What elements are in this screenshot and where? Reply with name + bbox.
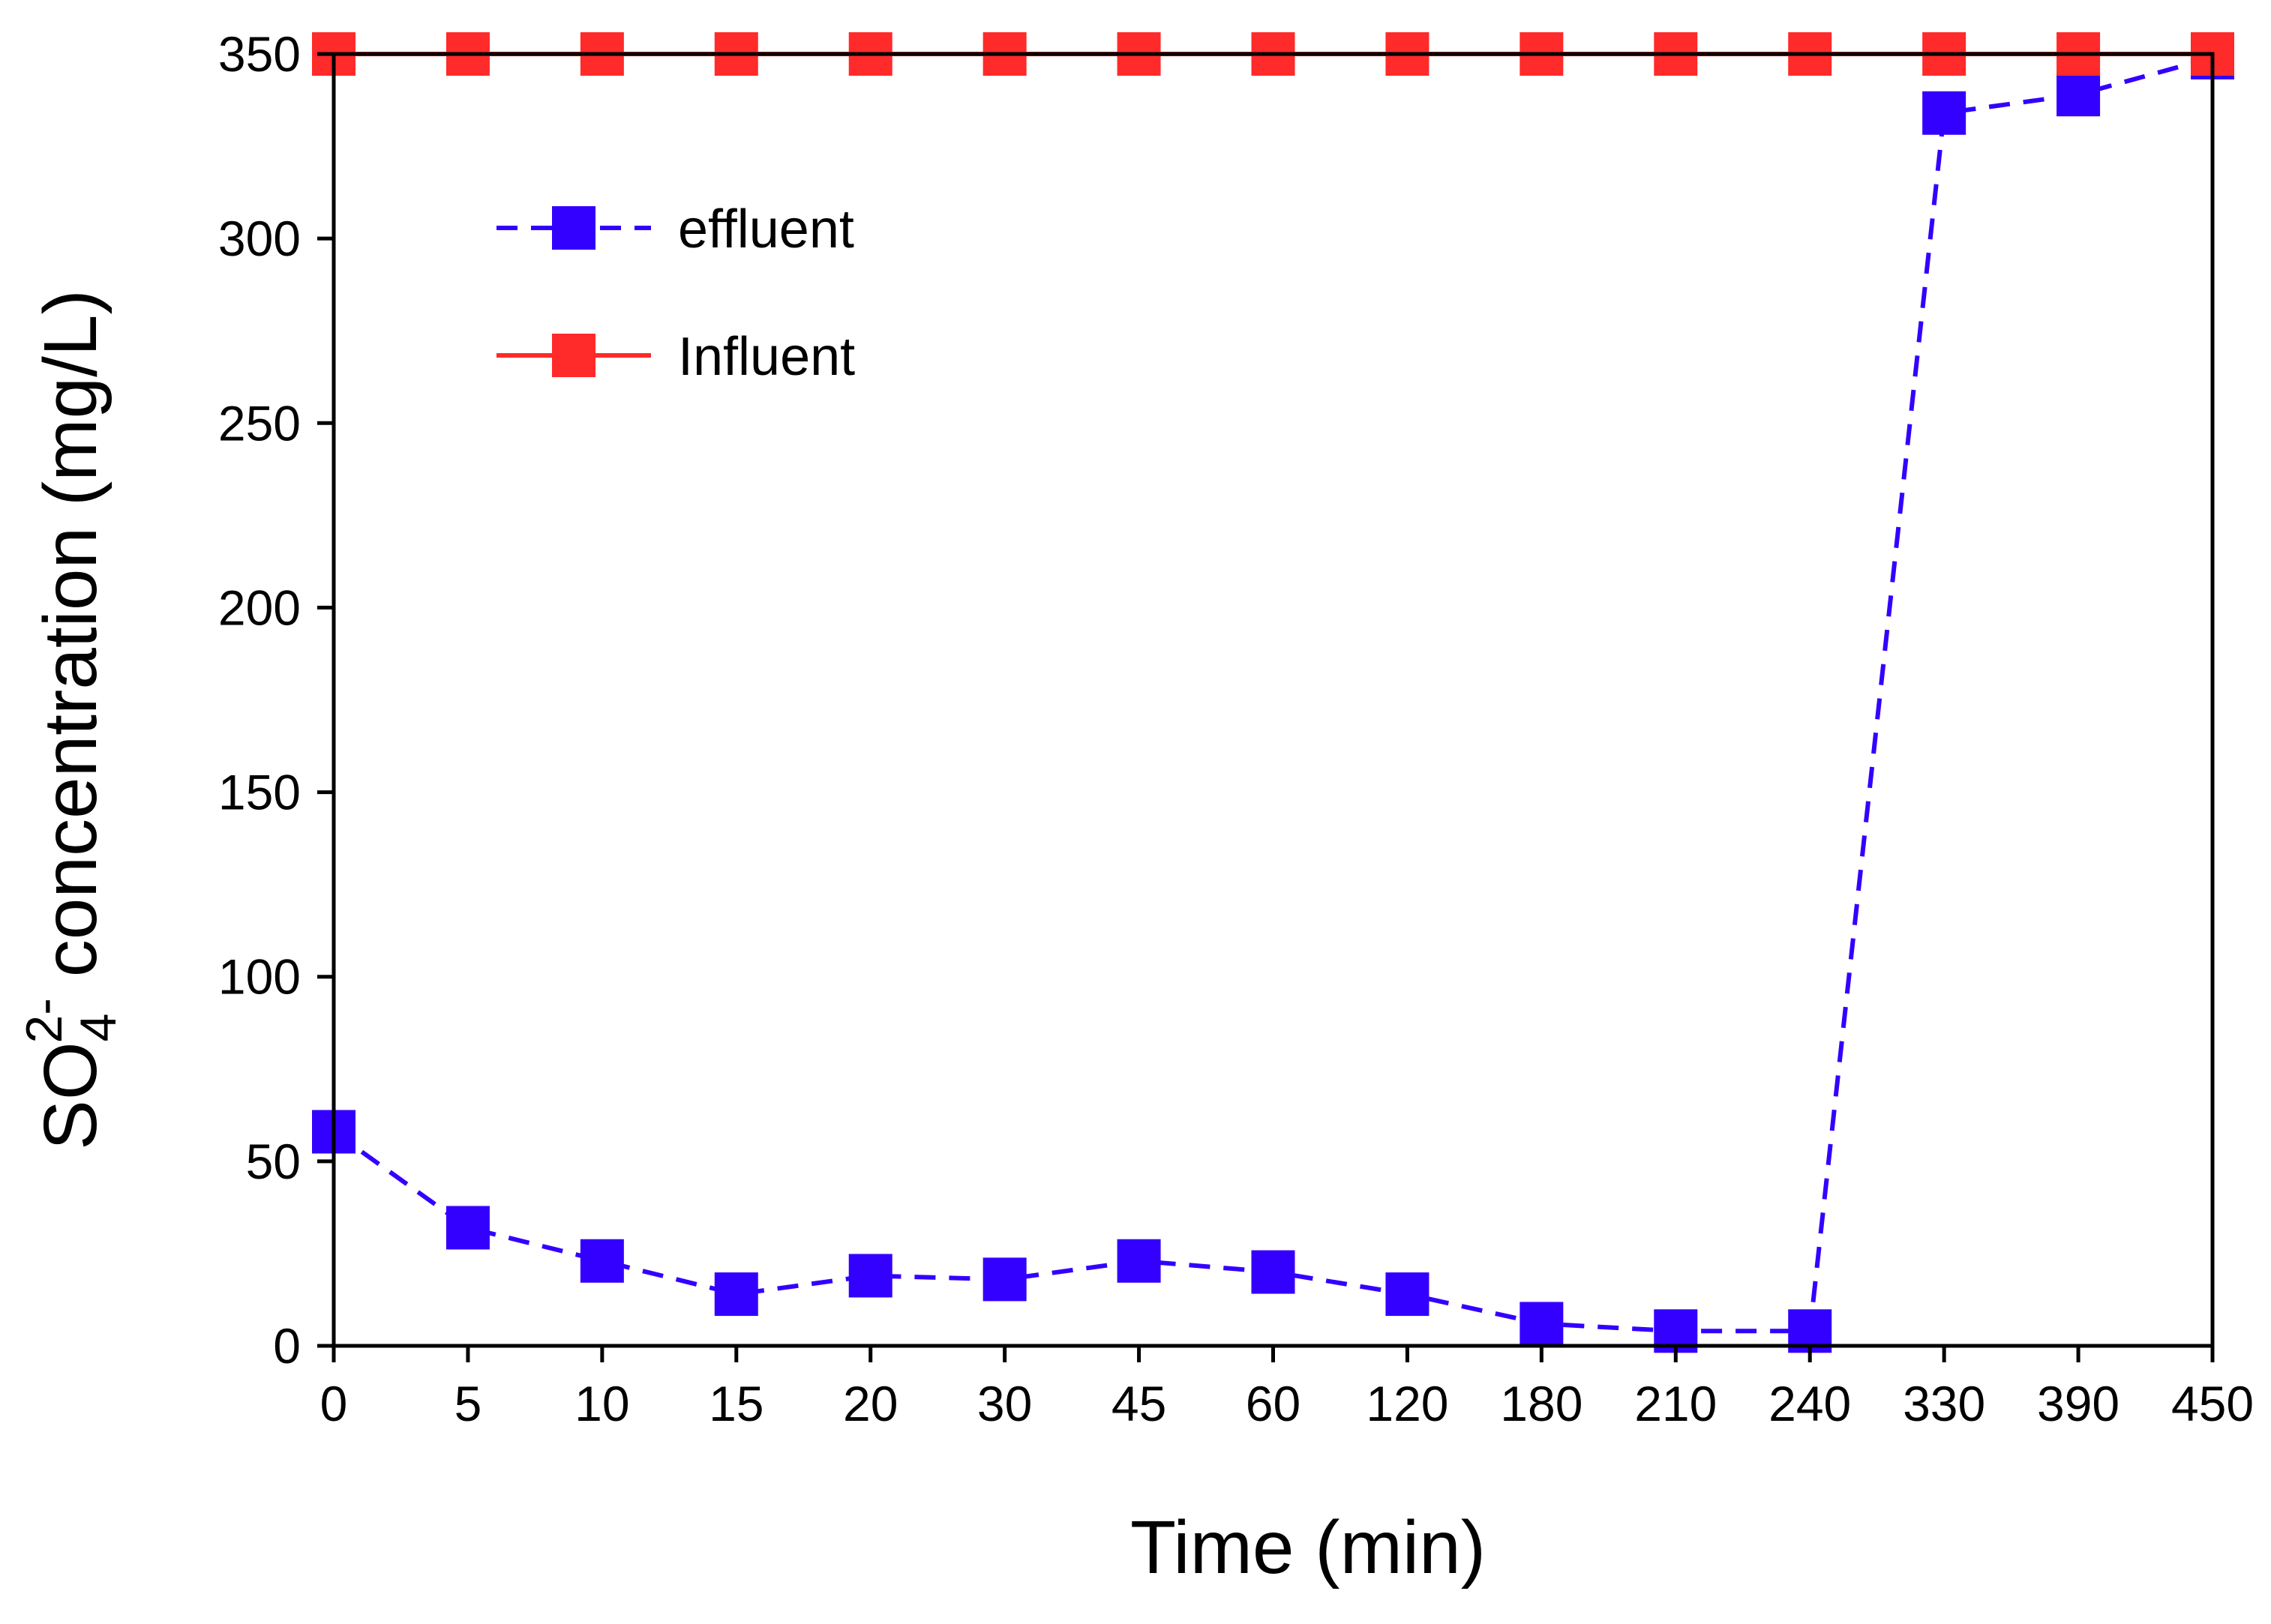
data-point-effluent (2056, 73, 2101, 117)
x-tick-label: 10 (574, 1376, 629, 1431)
data-point-effluent (1385, 1272, 1430, 1317)
x-tick-label: 120 (1366, 1376, 1448, 1431)
x-tick-label: 5 (454, 1376, 482, 1431)
ticks-layer: 0 50 100 150 200 250 300 350 0 5 10 15 20 30 45 60 120 18… (218, 26, 2254, 1431)
y-axis-title-superscript: 2- (16, 998, 73, 1043)
x-tick-label: 240 (1768, 1376, 1851, 1431)
y-tick-label: 50 (246, 1134, 301, 1189)
data-point-effluent (1922, 91, 1966, 135)
x-tick-label: 390 (2037, 1376, 2120, 1431)
legend: effluent Influent (496, 199, 855, 387)
y-axis-title: SO42- concentration (mg/L) (16, 289, 127, 1150)
legend-influent-marker (552, 334, 596, 377)
x-tick-label: 30 (977, 1376, 1032, 1431)
legend-influent-label: Influent (678, 327, 855, 387)
y-tick-label: 0 (273, 1318, 301, 1374)
y-tick-label: 300 (218, 211, 301, 266)
x-tick-label: 45 (1112, 1376, 1166, 1431)
data-point-effluent (714, 1272, 758, 1317)
x-tick-label: 15 (709, 1376, 764, 1431)
data-point-effluent (1520, 1302, 1564, 1346)
legend-effluent-marker (552, 206, 596, 250)
x-tick-label: 20 (843, 1376, 898, 1431)
data-point-effluent (982, 1257, 1027, 1302)
data-point-effluent (1117, 1239, 1161, 1283)
x-tick-label: 0 (320, 1376, 348, 1431)
y-tick-label: 150 (218, 765, 301, 820)
y-axis-title-suffix: concentration (mg/L) (28, 289, 112, 998)
y-axis-title-subscript: 4 (70, 1014, 127, 1042)
y-tick-label: 200 (218, 580, 301, 635)
x-tick-label: 180 (1500, 1376, 1582, 1431)
y-tick-label: 350 (218, 26, 301, 82)
legend-effluent-label: effluent (678, 199, 854, 259)
x-tick-label: 450 (2171, 1376, 2254, 1431)
y-tick-label: 250 (218, 395, 301, 451)
y-axis-title-prefix: SO (28, 1041, 112, 1149)
data-point-effluent (848, 1254, 892, 1298)
data-point-effluent (1251, 1250, 1295, 1294)
data-point-effluent (580, 1239, 624, 1283)
x-axis-title: Time (min) (1130, 1506, 1486, 1590)
x-tick-label: 210 (1634, 1376, 1717, 1431)
y-tick-label: 100 (218, 949, 301, 1005)
data-point-effluent (446, 1206, 490, 1250)
x-tick-label: 330 (1903, 1376, 1985, 1431)
x-tick-label: 60 (1246, 1376, 1300, 1431)
